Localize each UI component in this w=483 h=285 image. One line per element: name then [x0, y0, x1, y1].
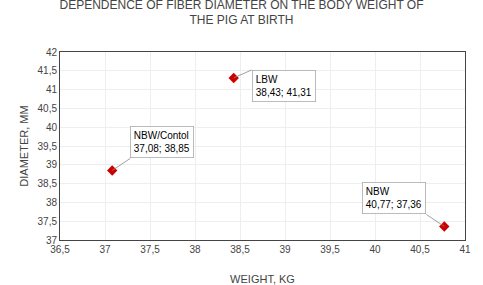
svg-text:36,5: 36,5: [50, 244, 70, 255]
svg-text:37,5: 37,5: [38, 216, 58, 227]
svg-text:DEPENDENCE OF FIBER DIAMETER O: DEPENDENCE OF FIBER DIAMETER ON THE BODY…: [59, 0, 423, 27]
svg-text:39,5: 39,5: [320, 244, 340, 255]
svg-text:40: 40: [46, 122, 58, 133]
svg-text:DIAMETER, MM: DIAMETER, MM: [18, 105, 30, 186]
svg-text:42: 42: [46, 47, 58, 58]
svg-text:41: 41: [46, 84, 58, 95]
svg-text:40,5: 40,5: [410, 244, 430, 255]
svg-text:41: 41: [459, 244, 471, 255]
svg-text:37,5: 37,5: [140, 244, 160, 255]
svg-text:38: 38: [46, 197, 58, 208]
svg-text:NBW/Contol37,08; 38,85: NBW/Contol37,08; 38,85: [134, 130, 190, 154]
svg-text:WEIGHT, KG: WEIGHT, KG: [230, 273, 295, 285]
svg-text:LBW38,43; 41,31: LBW38,43; 41,31: [256, 74, 312, 98]
svg-text:38,5: 38,5: [38, 178, 58, 189]
svg-text:40: 40: [369, 244, 381, 255]
svg-text:40,5: 40,5: [38, 103, 58, 114]
svg-text:37: 37: [46, 235, 58, 246]
svg-text:38: 38: [189, 244, 201, 255]
svg-text:41,5: 41,5: [38, 65, 58, 76]
svg-text:NBW40,77; 37,36: NBW40,77; 37,36: [366, 186, 422, 210]
svg-text:39,5: 39,5: [38, 141, 58, 152]
svg-text:39: 39: [46, 159, 58, 170]
svg-text:38,5: 38,5: [230, 244, 250, 255]
svg-text:39: 39: [279, 244, 291, 255]
svg-text:37: 37: [99, 244, 111, 255]
